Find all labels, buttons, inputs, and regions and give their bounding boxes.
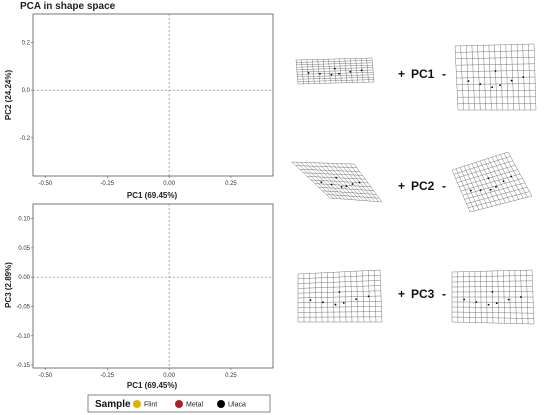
legend-swatch-metal: [175, 400, 183, 408]
pca-chart-pc1-pc2: PCA in shape space -0.50 -0.25 0.00 0.25 0.2…: [4, 1, 274, 200]
pc-label-pc1: PC1: [411, 67, 435, 81]
pc-label-pc2: PC2: [411, 179, 435, 193]
plus-sign: +: [398, 67, 405, 81]
pc-label-pc3: PC3: [411, 287, 435, 301]
y-tick-label: -0.15: [16, 363, 30, 369]
x-tick-label: 0.00: [163, 373, 175, 379]
legend-swatch-ulaca: [217, 400, 225, 408]
deformation-grid-pc2-plus: [291, 161, 383, 203]
plot-frame: [32, 13, 274, 177]
legend-label-metal: Metal: [186, 402, 204, 409]
minus-sign: -: [442, 179, 446, 193]
y-tick-label: -0.2: [20, 136, 31, 142]
legend-label-flint: Flint: [144, 402, 157, 409]
y-tick-label: -0.10: [16, 334, 30, 340]
plot-frame: [32, 203, 274, 369]
y-tick-label: 0.10: [18, 217, 30, 223]
x-tick-label: -0.25: [100, 181, 114, 187]
y-tick-label: -0.05: [16, 305, 30, 311]
minus-sign: -: [442, 67, 446, 81]
deformation-grid-pc3-plus: [297, 269, 383, 323]
y-tick-label: 0.2: [22, 41, 31, 47]
axis-layer: -0.50 -0.25 0.00 0.25 0.10 0.05 0.00 -0.05 -0.10…: [16, 203, 274, 379]
legend-label-ulaca: Ulaca: [228, 402, 246, 409]
y-axis-label: PC2 (24.24%): [4, 70, 13, 121]
x-tick-label: 0.25: [225, 181, 237, 187]
deformation-grid-pc1-minus: [454, 43, 537, 111]
x-axis-label: PC1 (69.45%): [127, 381, 178, 390]
x-tick-label: -0.50: [39, 373, 53, 379]
deformation-grid-pc3-minus: [451, 269, 535, 325]
chart-title: PCA in shape space: [20, 1, 116, 12]
legend-title: Sample: [95, 399, 131, 410]
axis-layer: -0.50 -0.25 0.00 0.25 0.2 0.0 -0.2: [20, 13, 274, 187]
legend-items: Flint Metal Ulaca: [133, 400, 246, 409]
deformation-grids: + PC1 -+ PC2 -+ PC3-: [291, 43, 537, 325]
y-tick-label: 0.0: [22, 88, 31, 94]
pca-chart-pc1-pc3: -0.50 -0.25 0.00 0.25 0.10 0.05 0.00 -0.05 -0.10…: [4, 203, 274, 390]
plus-sign: +: [398, 179, 405, 193]
y-tick-label: 0.05: [18, 246, 30, 252]
x-tick-label: -0.50: [39, 181, 53, 187]
y-axis-label: PC3 (2.89%): [4, 262, 13, 308]
x-axis-label: PC1 (69.45%): [127, 191, 178, 200]
deformation-grid-pc2-minus: [451, 151, 533, 213]
plus-sign: +: [398, 287, 405, 301]
deformation-grid-pc1-plus: [295, 57, 375, 85]
x-tick-label: 0.00: [163, 181, 175, 187]
minus-sign: -: [442, 287, 446, 301]
legend-swatch-flint: [133, 400, 141, 408]
legend: Sample Flint Metal Ulaca: [87, 394, 271, 413]
x-tick-label: -0.25: [100, 373, 114, 379]
x-tick-label: 0.25: [225, 373, 237, 379]
y-tick-label: 0.00: [18, 275, 30, 281]
